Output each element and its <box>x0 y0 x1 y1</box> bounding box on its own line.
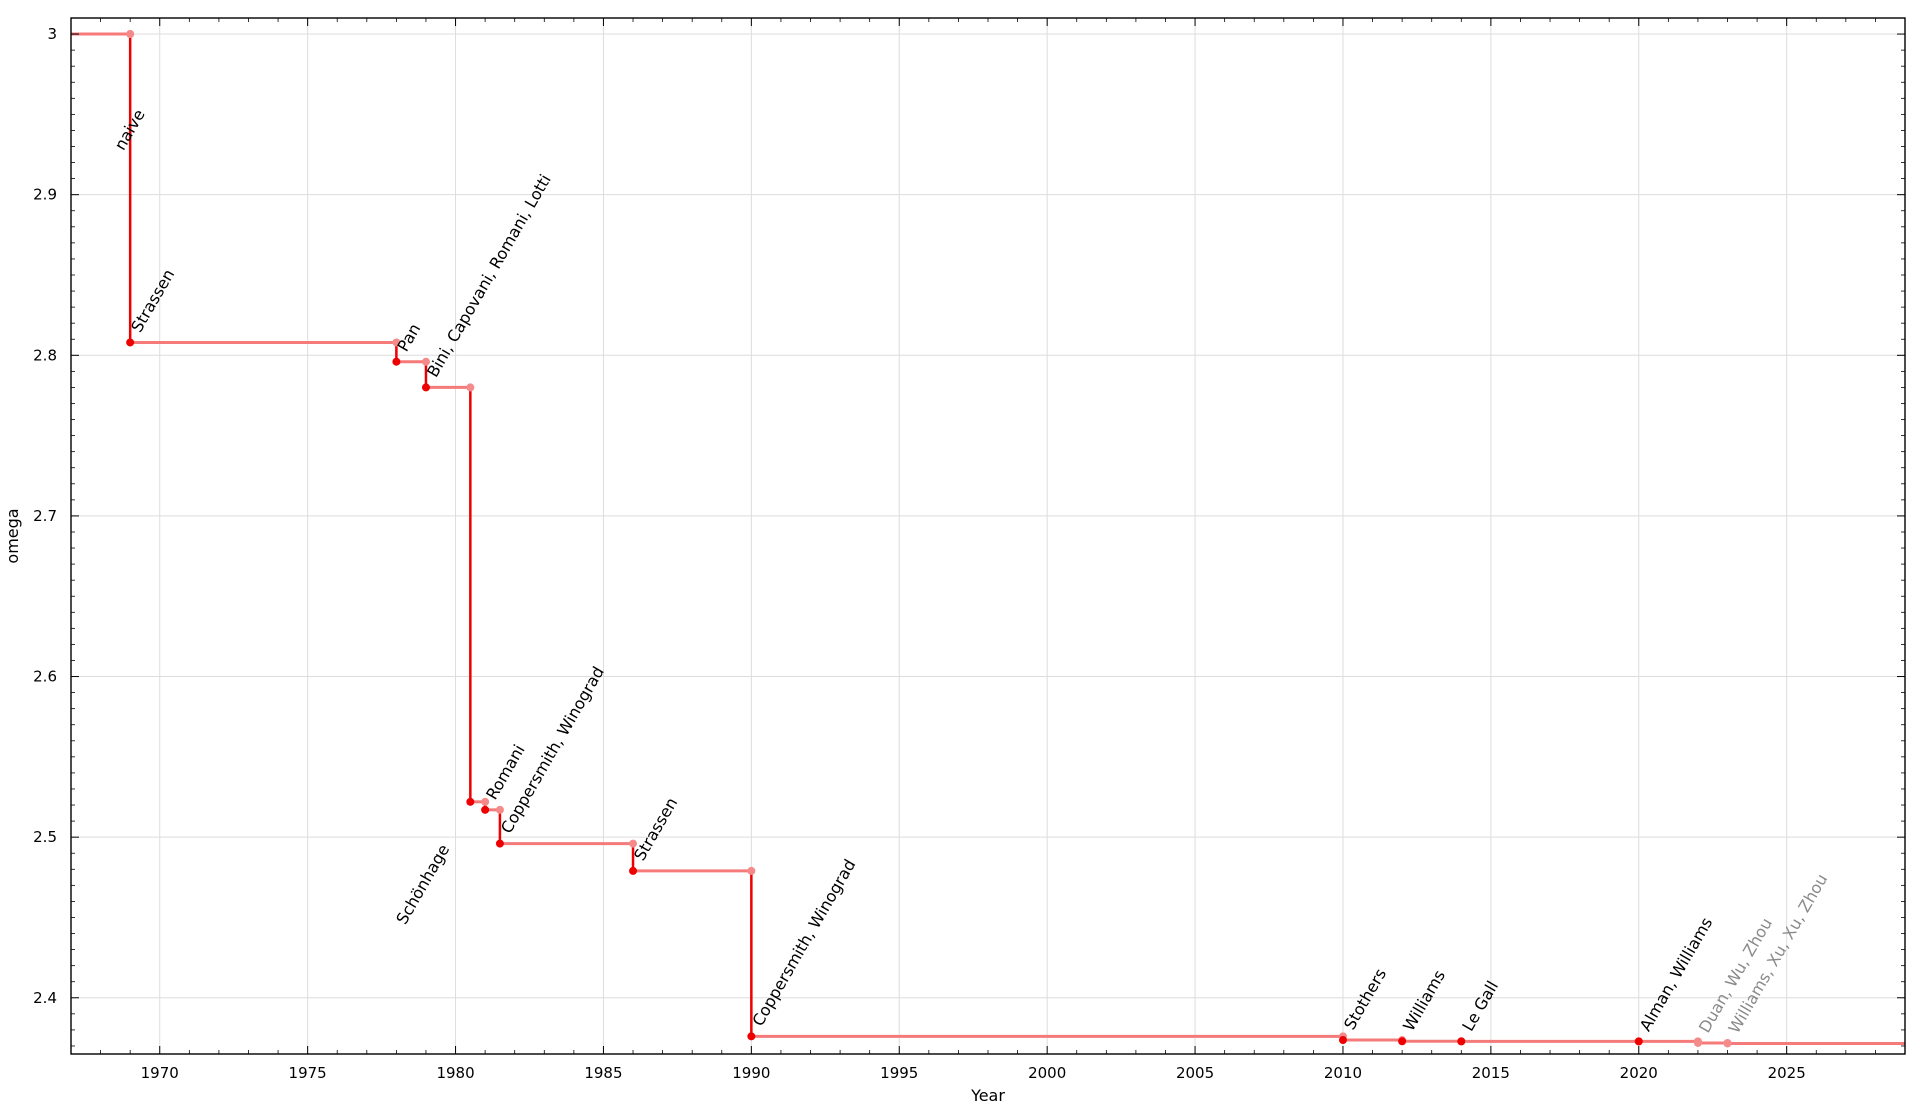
y-tick-label: 3 <box>47 25 57 43</box>
data-point-marker <box>629 867 637 875</box>
x-tick-label: 1990 <box>732 1064 770 1082</box>
x-tick-label: 2010 <box>1324 1064 1362 1082</box>
data-point-marker <box>1457 1037 1465 1045</box>
data-point-marker <box>466 383 474 391</box>
data-point-marker <box>1398 1037 1406 1045</box>
x-tick-label: 1995 <box>880 1064 918 1082</box>
data-point-marker <box>392 358 400 366</box>
data-point-marker <box>126 338 134 346</box>
x-tick-label: 1970 <box>141 1064 179 1082</box>
y-tick-label: 2.8 <box>33 346 57 364</box>
x-tick-label: 2020 <box>1620 1064 1658 1082</box>
data-point-marker <box>1694 1039 1702 1047</box>
x-tick-label: 2015 <box>1472 1064 1510 1082</box>
y-axis-title: omega <box>3 508 22 563</box>
x-tick-label: 2000 <box>1028 1064 1066 1082</box>
x-tick-label: 1980 <box>436 1064 474 1082</box>
data-point-marker <box>481 806 489 814</box>
data-point-marker <box>747 1032 755 1040</box>
y-tick-label: 2.7 <box>33 507 57 525</box>
data-point-marker <box>496 806 504 814</box>
data-point-marker <box>466 798 474 806</box>
x-tick-label: 2025 <box>1768 1064 1806 1082</box>
y-tick-label: 2.6 <box>33 668 57 686</box>
data-point-marker <box>126 30 134 38</box>
data-point-marker <box>496 840 504 848</box>
data-point-marker <box>481 798 489 806</box>
x-axis-title: Year <box>970 1086 1005 1105</box>
x-tick-label: 1985 <box>584 1064 622 1082</box>
y-tick-label: 2.4 <box>33 989 57 1007</box>
data-point-marker <box>1724 1039 1732 1047</box>
y-tick-label: 2.5 <box>33 828 57 846</box>
x-tick-label: 1975 <box>289 1064 327 1082</box>
data-point-marker <box>747 867 755 875</box>
data-point-marker <box>1635 1037 1643 1045</box>
data-point-marker <box>422 383 430 391</box>
data-point-marker <box>1339 1036 1347 1044</box>
x-tick-label: 2005 <box>1176 1064 1214 1082</box>
y-tick-label: 2.9 <box>33 186 57 204</box>
